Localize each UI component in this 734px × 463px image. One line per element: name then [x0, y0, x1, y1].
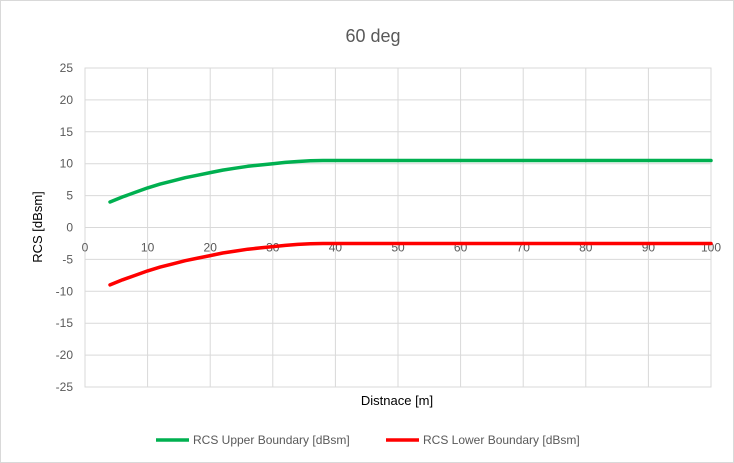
y-tick-label: 5 — [66, 189, 73, 203]
y-tick-label: 20 — [60, 93, 74, 107]
y-axis-ticks: 25 20 15 10 5 0 -5 -10 -15 -20 -25 — [56, 61, 74, 394]
y-tick-label: -5 — [62, 252, 73, 266]
y-tick-label: -10 — [56, 284, 74, 298]
y-tick-label: 15 — [60, 125, 74, 139]
x-axis-label: Distnace [m] — [361, 393, 433, 408]
legend: RCS Upper Boundary [dBsm] RCS Lower Bound… — [156, 433, 580, 447]
x-tick-label: 0 — [82, 241, 89, 255]
legend-label-1: RCS Upper Boundary [dBsm] — [193, 433, 350, 447]
x-tick-label: 20 — [204, 241, 218, 255]
legend-label-2: RCS Lower Boundary [dBsm] — [423, 433, 580, 447]
plot-border — [84, 67, 712, 388]
y-tick-label: -20 — [56, 348, 74, 362]
series-line-2 — [108, 241, 713, 287]
y-tick-label: -25 — [56, 380, 74, 394]
y-tick-label: 10 — [60, 157, 74, 171]
y-tick-label: 25 — [60, 61, 74, 75]
y-tick-label: -15 — [56, 316, 74, 330]
x-tick-label: 10 — [141, 241, 155, 255]
y-tick-label: 0 — [66, 221, 73, 235]
series-lines — [108, 158, 713, 287]
gridlines — [84, 67, 712, 388]
series-line-1 — [108, 158, 713, 204]
y-axis-label: RCS [dBsm] — [30, 191, 45, 263]
chart-title: 60 deg — [345, 26, 400, 46]
plot-area — [84, 67, 712, 388]
